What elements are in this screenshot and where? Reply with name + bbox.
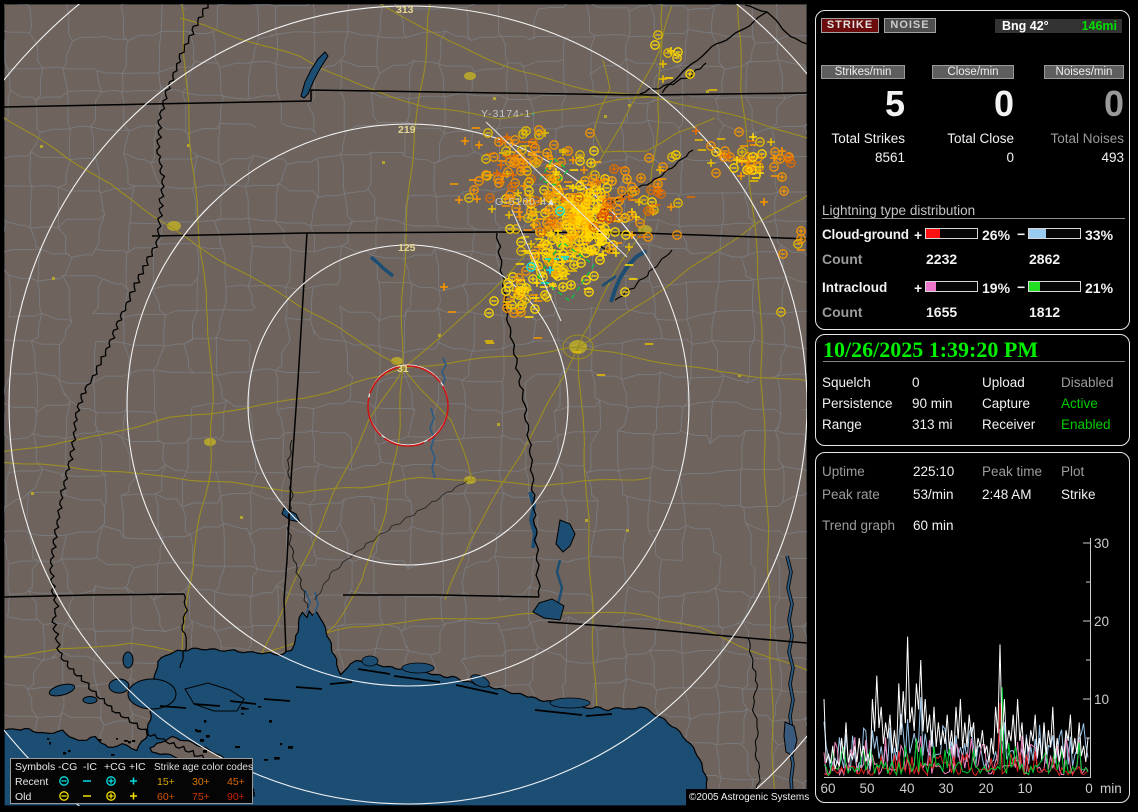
svg-text:30: 30 bbox=[1094, 536, 1109, 551]
svg-text:10: 10 bbox=[1094, 692, 1109, 707]
svg-text:10: 10 bbox=[1017, 781, 1032, 796]
svg-text:20: 20 bbox=[978, 781, 993, 796]
svg-text:31: 31 bbox=[397, 363, 409, 375]
svg-text:313: 313 bbox=[396, 4, 414, 16]
svg-text:125: 125 bbox=[398, 242, 416, 254]
svg-text:20: 20 bbox=[1094, 614, 1109, 629]
svg-text:30: 30 bbox=[938, 781, 953, 796]
svg-text:40: 40 bbox=[899, 781, 914, 796]
svg-text:60: 60 bbox=[820, 781, 835, 796]
svg-text:Y-3174-1-: Y-3174-1- bbox=[481, 108, 536, 120]
svg-text:219: 219 bbox=[398, 124, 416, 136]
svg-text:50: 50 bbox=[859, 781, 874, 796]
svg-text:G-5100-4: G-5100-4 bbox=[495, 196, 547, 208]
svg-text:0: 0 bbox=[1085, 781, 1093, 796]
svg-text:min: min bbox=[1100, 781, 1122, 796]
